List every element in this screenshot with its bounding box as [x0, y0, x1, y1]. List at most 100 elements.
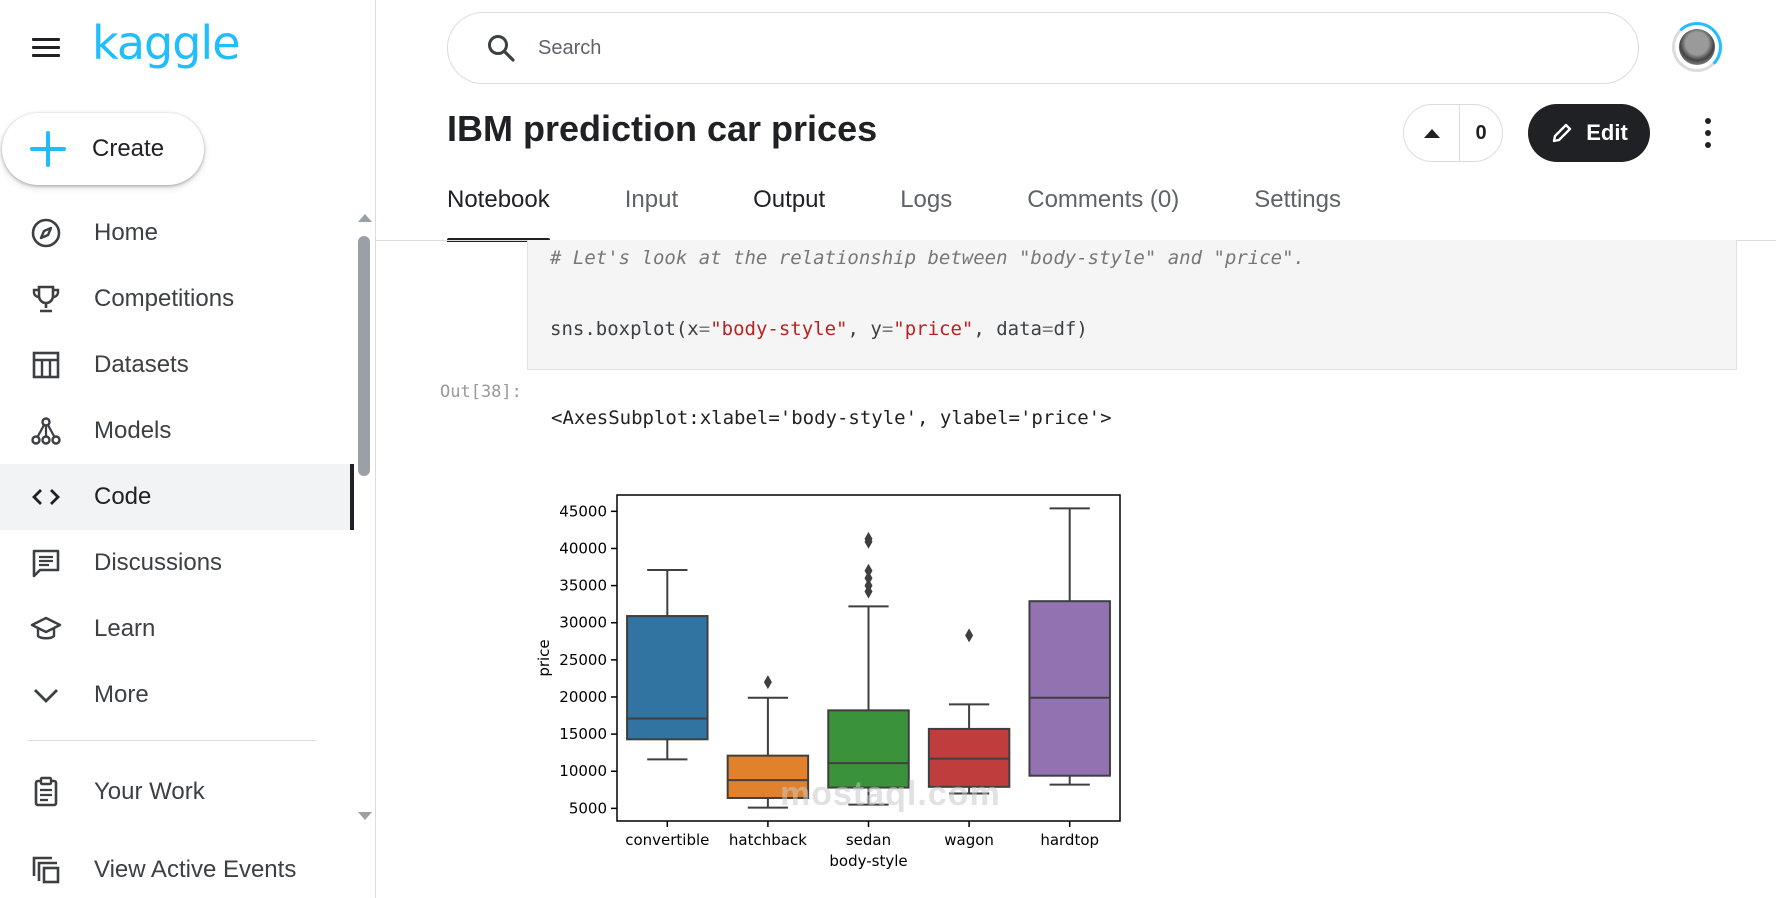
clipboard-icon — [29, 775, 63, 809]
code-cell[interactable]: # Let's look at the relationship between… — [527, 240, 1737, 370]
search-bar[interactable] — [447, 12, 1639, 84]
outlier-point — [864, 563, 873, 578]
sidebar-item-code[interactable]: Code — [0, 464, 354, 530]
code-x-kw: x — [687, 318, 699, 340]
outlier-point — [864, 531, 873, 546]
tab-input[interactable]: Input — [624, 186, 679, 213]
avatar-image — [1679, 29, 1715, 65]
scrollbar-thumb[interactable] — [358, 236, 370, 476]
sidebar-item-home[interactable]: Home — [0, 200, 354, 266]
code-comment: # Let's look at the relationship between… — [550, 247, 1305, 269]
outlier-point — [763, 675, 772, 690]
models-icon — [29, 414, 63, 448]
scroll-down-arrow-icon[interactable] — [358, 812, 372, 820]
sidebar-item-discussions[interactable]: Discussions — [0, 530, 354, 596]
code-line: sns.boxplot(x="body-style", y="price", d… — [550, 318, 1088, 340]
tab-logs[interactable]: Logs — [900, 186, 953, 213]
trophy-icon — [29, 282, 63, 316]
y-axis-label: price — [535, 639, 553, 676]
x-axis-label: body-style — [829, 852, 907, 870]
y-tick-label: 10000 — [559, 762, 607, 780]
box-convertible — [626, 615, 709, 741]
sidebar-item-label: View Active Events — [94, 856, 297, 883]
sidebar-item-label: Learn — [94, 615, 156, 642]
outlier-point — [965, 628, 974, 643]
vote-count: 0 — [1475, 121, 1487, 144]
sidebar-divider — [28, 740, 316, 741]
upvote-button[interactable] — [1404, 105, 1460, 161]
copy-icon — [29, 853, 63, 887]
tab-comments[interactable]: Comments (0) — [1027, 186, 1180, 213]
y-tick-label: 5000 — [569, 799, 607, 817]
sidebar-item-label: Competitions — [94, 285, 235, 312]
search-icon — [488, 35, 515, 62]
y-tick-label: 15000 — [559, 725, 607, 743]
code-fn: sns.boxplot( — [550, 318, 688, 340]
notebook-tabs: Notebook Input Output Logs Comments (0) … — [446, 186, 1397, 242]
edit-button[interactable]: Edit — [1528, 104, 1650, 162]
vote-widget: 0 — [1403, 104, 1503, 162]
kaggle-logo[interactable]: kaggle — [92, 16, 240, 70]
sidebar-item-your-work[interactable]: Your Work — [0, 753, 354, 831]
sidebar-item-datasets[interactable]: Datasets — [0, 332, 354, 398]
code-x-val: "body-style" — [710, 318, 848, 340]
y-tick-label: 40000 — [559, 539, 607, 557]
box-sedan — [827, 709, 910, 789]
code-icon — [29, 480, 63, 514]
avatar[interactable] — [1672, 22, 1722, 72]
search-input[interactable] — [538, 36, 1538, 60]
sidebar-item-models[interactable]: Models — [0, 398, 354, 464]
caret-up-icon — [1423, 128, 1440, 138]
tab-notebook[interactable]: Notebook — [428, 186, 569, 242]
output-text: <AxesSubplot:xlabel='body-style', ylabel… — [551, 407, 1112, 429]
sidebar: kaggle Create Home Competitions Datasets — [0, 0, 376, 898]
code-y-kw: y — [870, 318, 882, 340]
table-icon — [29, 348, 63, 382]
create-button[interactable]: Create — [2, 113, 204, 185]
x-tick-label: wagon — [944, 831, 994, 849]
watermark: mostaql.com — [780, 775, 1001, 813]
y-tick-label: 35000 — [559, 577, 607, 595]
compass-icon — [29, 216, 63, 250]
menu-icon[interactable] — [32, 38, 60, 58]
tab-settings[interactable]: Settings — [1254, 186, 1341, 213]
outlier-point — [864, 571, 873, 586]
sidebar-bottom-nav: Your Work View Active Events — [0, 753, 354, 898]
x-tick-label: convertible — [625, 831, 709, 849]
edit-label: Edit — [1586, 120, 1628, 145]
boxplot-chart: 5000 10000 15000 20000 25000 30000 35000 40000 4… — [535, 494, 1121, 870]
code-data-val: df — [1053, 318, 1077, 340]
sidebar-item-competitions[interactable]: Competitions — [0, 266, 354, 332]
sidebar-nav: Home Competitions Datasets Models Code — [0, 200, 354, 728]
sidebar-item-label: Discussions — [94, 549, 223, 576]
more-options-icon[interactable] — [1698, 118, 1718, 148]
graduation-cap-icon — [29, 612, 63, 646]
sidebar-item-label: Home — [94, 219, 159, 246]
x-tick-label: sedan — [846, 831, 891, 849]
plus-icon — [28, 129, 68, 169]
code-y-val: "price" — [893, 318, 974, 340]
outlier-point — [864, 578, 873, 593]
tab-output[interactable]: Output — [753, 186, 826, 213]
sidebar-item-label: Datasets — [94, 351, 189, 378]
sidebar-scrollbar[interactable] — [354, 210, 374, 830]
sidebar-item-label: Your Work — [94, 778, 205, 805]
discussion-icon — [29, 546, 63, 580]
y-tick-label: 45000 — [559, 502, 607, 520]
x-tick-label: hatchback — [729, 831, 807, 849]
y-tick-label: 25000 — [559, 651, 607, 669]
code-data-kw: data — [996, 318, 1042, 340]
box-hatchback — [726, 754, 810, 799]
sidebar-item-view-active-events[interactable]: View Active Events — [0, 831, 354, 898]
pencil-icon — [1553, 123, 1572, 143]
sidebar-item-learn[interactable]: Learn — [0, 596, 354, 662]
sidebar-item-more[interactable]: More — [0, 662, 354, 728]
create-label: Create — [92, 135, 165, 162]
sidebar-item-label: Models — [94, 417, 172, 444]
scroll-up-arrow-icon[interactable] — [358, 214, 372, 222]
page-title: IBM prediction car prices — [447, 108, 878, 149]
y-tick-label: 20000 — [559, 688, 607, 706]
sidebar-item-label: Code — [94, 483, 152, 510]
x-tick-label: hardtop — [1040, 831, 1099, 849]
out-prompt: Out[38]: — [440, 382, 522, 402]
